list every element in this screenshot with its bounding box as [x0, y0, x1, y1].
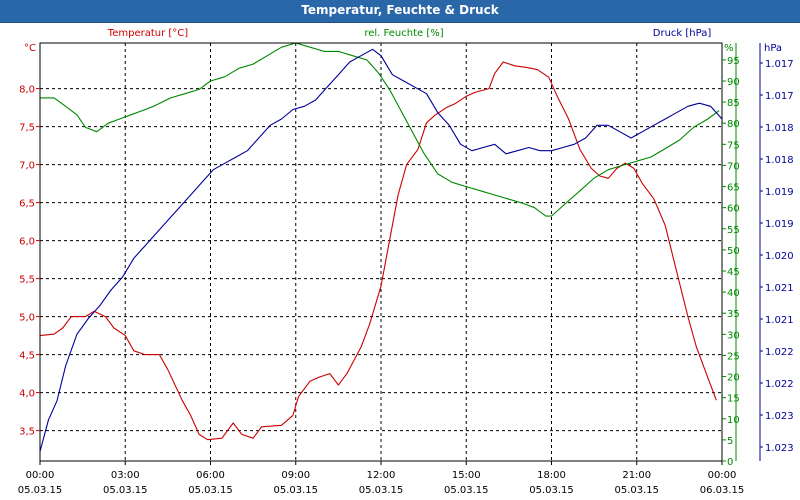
- pressure-tick-label: 1.022: [765, 347, 794, 358]
- pressure-tick-label: 1.017: [765, 91, 794, 102]
- humidity-series-line: [40, 42, 720, 217]
- humidity-tick-label: 95: [727, 56, 740, 67]
- pressure-tick-label: 1.023: [765, 411, 794, 422]
- humidity-tick-label: 35: [727, 309, 740, 320]
- x-tick-label-time: 09:00: [281, 470, 310, 481]
- humidity-tick-label: 25: [727, 351, 740, 362]
- humidity-tick-label: 90: [727, 77, 740, 88]
- pressure-tick-label: 1.019: [765, 219, 794, 230]
- pressure-tick-label: 1.023: [765, 443, 794, 454]
- x-tick-label-time: 00:00: [26, 470, 55, 481]
- x-tick-label-date: 05.03.15: [444, 485, 489, 496]
- humidity-tick-label: 60: [727, 204, 740, 215]
- humidity-tick-label: 55: [727, 225, 740, 236]
- humidity-tick-label: 15: [727, 394, 740, 405]
- humidity-axis-title: rel. Feuchte [%]: [364, 28, 443, 39]
- temperature-tick-label: 4,5: [19, 351, 35, 362]
- pressure-tick-label: 1.019: [765, 187, 794, 198]
- x-tick-label-time: 00:00: [708, 470, 737, 481]
- pressure-tick-label: 1.022: [765, 379, 794, 390]
- humidity-tick-label: 80: [727, 119, 740, 130]
- humidity-tick-label: 75: [727, 140, 740, 151]
- temperature-tick-label: 5,5: [19, 275, 35, 286]
- temperature-tick-label: 4,0: [19, 389, 35, 400]
- humidity-tick-label: 50: [727, 246, 740, 257]
- humidity-tick-label: 85: [727, 98, 740, 109]
- pressure-tick-label: 1.020: [765, 251, 794, 262]
- axis-labels: Temperatur [°C] rel. Feuchte [%] Druck […: [18, 28, 794, 496]
- humidity-tick-label: 5: [727, 436, 733, 447]
- title-bar: Temperatur, Feuchte & Druck: [0, 0, 800, 23]
- humidity-unit: %: [724, 43, 734, 54]
- x-tick-label-date: 05.03.15: [273, 485, 318, 496]
- chart-title: Temperatur, Feuchte & Druck: [301, 3, 499, 17]
- humidity-tick-label: 20: [727, 373, 740, 384]
- x-tick-label-time: 12:00: [367, 470, 396, 481]
- x-tick-label-time: 21:00: [622, 470, 651, 481]
- temperature-tick-label: 8,0: [19, 85, 35, 96]
- humidity-tick-label: 40: [727, 288, 740, 299]
- x-tick-label-date: 05.03.15: [529, 485, 574, 496]
- temperature-tick-label: 6,5: [19, 199, 35, 210]
- humidity-tick-label: 0: [727, 457, 733, 468]
- temperature-tick-label: 7,0: [19, 161, 35, 172]
- pressure-tick-label: 1.017: [765, 59, 794, 70]
- x-tick-label-date: 05.03.15: [103, 485, 148, 496]
- x-tick-label-time: 18:00: [537, 470, 566, 481]
- temperature-tick-label: 5,0: [19, 313, 35, 324]
- temperature-tick-label: 7,5: [19, 123, 35, 134]
- x-tick-label-date: 05.03.15: [188, 485, 233, 496]
- x-tick-label-date: 06.03.15: [700, 485, 745, 496]
- grid: [40, 43, 722, 461]
- pressure-unit: hPa: [764, 43, 782, 54]
- pressure-series-line: [39, 48, 723, 452]
- humidity-tick-label: 30: [727, 330, 740, 341]
- x-tick-label-date: 05.03.15: [614, 485, 659, 496]
- x-tick-label-time: 15:00: [452, 470, 481, 481]
- x-tick-label-time: 06:00: [196, 470, 225, 481]
- humidity-tick-label: 45: [727, 267, 740, 278]
- temperature-tick-label: 6,0: [19, 237, 35, 248]
- pressure-axis-title: Druck [hPa]: [653, 28, 712, 39]
- pressure-tick-label: 1.018: [765, 155, 794, 166]
- temperature-unit: °C: [24, 43, 36, 54]
- humidity-tick-label: 65: [727, 183, 740, 194]
- pressure-tick-label: 1.021: [765, 283, 794, 294]
- axes: [36, 42, 763, 465]
- x-tick-label-date: 05.03.15: [359, 485, 404, 496]
- humidity-tick-label: 70: [727, 161, 740, 172]
- chart-canvas: Temperatur [°C] rel. Feuchte [%] Druck […: [18, 28, 794, 496]
- temperature-axis-title: Temperatur [°C]: [107, 28, 188, 39]
- x-tick-label-time: 03:00: [111, 470, 140, 481]
- x-tick-label-date: 05.03.15: [18, 485, 63, 496]
- humidity-tick-label: 10: [727, 415, 740, 426]
- pressure-tick-label: 1.018: [765, 123, 794, 134]
- series-lines: [39, 42, 723, 452]
- pressure-tick-label: 1.021: [765, 315, 794, 326]
- temperature-series-line: [39, 61, 717, 441]
- temperature-tick-label: 3,5: [19, 427, 35, 438]
